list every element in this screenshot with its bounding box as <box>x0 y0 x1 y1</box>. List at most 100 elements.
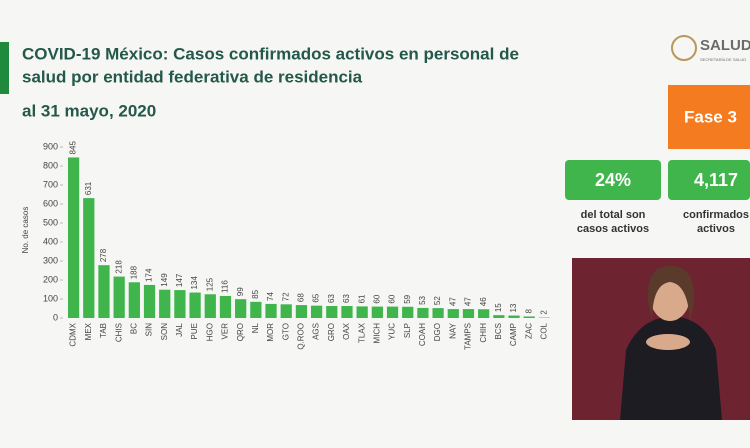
value-label: 60 <box>372 294 381 303</box>
value-label: 53 <box>418 295 427 304</box>
interpreter-hair <box>647 266 695 322</box>
x-tick-label: MEX <box>84 322 93 340</box>
value-label: 188 <box>129 265 138 279</box>
title-line: COVID-19 México: Casos confirmados activ… <box>22 44 519 63</box>
bar <box>265 303 277 318</box>
bar <box>174 290 186 318</box>
bar <box>295 305 308 318</box>
x-tick-label: COAH <box>418 323 427 346</box>
value-label: 13 <box>509 303 518 312</box>
x-tick-label: HGO <box>205 323 214 341</box>
x-tick-label: PUE <box>190 323 199 339</box>
value-label: 15 <box>494 303 503 312</box>
x-tick-label: GRO <box>327 323 336 341</box>
x-tick-label: NL <box>251 322 260 333</box>
logo-text: SALUD <box>700 37 750 54</box>
x-tick-label: DGO <box>433 323 442 341</box>
value-label: 8 <box>524 308 533 313</box>
bar <box>204 294 216 318</box>
value-label: 134 <box>190 276 199 290</box>
value-label: 116 <box>221 280 230 293</box>
stat-value: 24% <box>595 170 631 190</box>
value-label: 74 <box>266 291 275 300</box>
value-label: 47 <box>448 297 457 306</box>
value-label: 52 <box>433 296 442 305</box>
logo-emblem <box>671 35 697 61</box>
y-tick-label: 700 <box>43 179 58 189</box>
value-label: 147 <box>175 273 184 287</box>
x-tick-label: JAL <box>175 322 184 336</box>
value-label: 61 <box>357 294 366 303</box>
x-tick-label: ZAC <box>524 323 533 339</box>
x-tick-label: SLP <box>403 323 412 338</box>
bar <box>143 284 156 318</box>
x-tick-label: CDMX <box>69 322 78 346</box>
logo-subtext: SECRETARÍA DE SALUD <box>700 57 746 62</box>
accent-bar <box>0 42 9 94</box>
x-tick-label: CHIS <box>114 323 123 342</box>
x-tick-label: NAY <box>448 322 457 339</box>
stat-caption: confirmados <box>683 209 749 221</box>
bar <box>523 316 535 318</box>
bar <box>128 282 140 318</box>
stat-caption: casos activos <box>577 223 649 235</box>
value-label: 2 <box>540 310 549 315</box>
interpreter-hands <box>646 334 690 350</box>
y-tick-label: 0 <box>53 312 58 322</box>
value-label: 63 <box>327 294 336 303</box>
value-label: 46 <box>479 297 488 306</box>
value-label: 218 <box>114 260 123 274</box>
value-label: 845 <box>69 141 78 155</box>
bar <box>341 306 353 318</box>
bar <box>356 306 368 318</box>
value-label: 99 <box>236 287 245 296</box>
bar <box>386 306 399 318</box>
x-tick-label: OAX <box>342 322 351 340</box>
x-tick-label: MOR <box>266 323 275 342</box>
stat-value: 4,117 <box>694 170 738 190</box>
value-label: 63 <box>342 294 351 303</box>
value-label: 85 <box>251 289 260 298</box>
bar <box>447 309 459 318</box>
x-tick-label: CAMP <box>509 323 518 346</box>
title-line: salud por entidad federativa de residenc… <box>22 67 363 86</box>
bar <box>371 306 383 318</box>
y-tick-label: 200 <box>43 274 58 284</box>
bar <box>493 315 505 318</box>
y-tick-label: 600 <box>43 198 58 208</box>
interpreter-body <box>620 316 722 420</box>
stat-caption: del total son <box>581 209 646 221</box>
bar <box>159 289 171 318</box>
bar <box>219 295 232 318</box>
y-tick-label: 300 <box>43 255 58 265</box>
bar <box>402 306 414 318</box>
stat-box <box>668 160 750 200</box>
value-label: 72 <box>281 292 290 301</box>
bar <box>83 198 95 318</box>
y-tick-label: 900 <box>43 141 58 151</box>
x-tick-label: Q.ROO <box>297 323 306 350</box>
bar <box>508 315 520 318</box>
bar <box>235 299 247 318</box>
value-label: 631 <box>84 181 93 195</box>
value-label: 65 <box>312 293 321 302</box>
y-axis-label: No. de casos <box>21 207 30 254</box>
x-tick-label: BC <box>129 323 138 334</box>
bar <box>326 306 338 318</box>
bar <box>432 308 444 318</box>
x-tick-label: YUC <box>388 323 397 340</box>
x-tick-label: VER <box>221 323 230 340</box>
stat-box <box>565 160 661 200</box>
value-label: 149 <box>160 273 169 287</box>
value-label: 278 <box>99 248 108 262</box>
x-tick-label: GTO <box>281 323 290 340</box>
x-tick-label: BCS <box>494 323 503 339</box>
bar <box>310 305 323 318</box>
bar <box>189 292 201 318</box>
x-tick-label: SIN <box>145 323 154 337</box>
x-tick-label: CHIH <box>479 323 488 343</box>
subtitle: al 31 mayo, 2020 <box>22 101 156 120</box>
bar <box>98 265 110 318</box>
bar <box>280 304 292 318</box>
